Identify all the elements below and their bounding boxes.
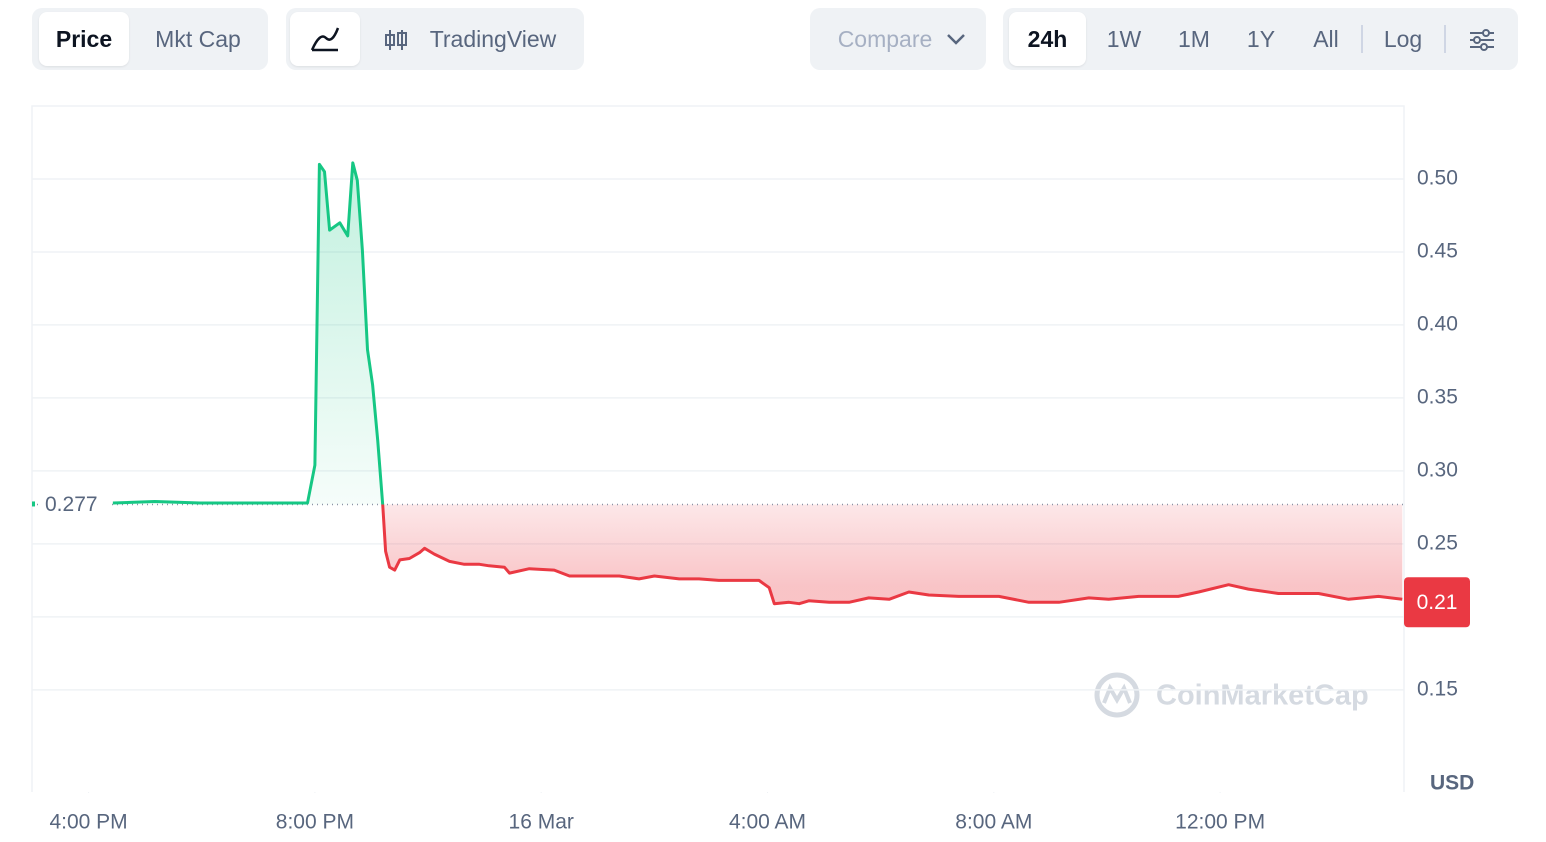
watermark-text: CoinMarketCap bbox=[1156, 680, 1369, 712]
chevron bbox=[947, 34, 965, 45]
x-tick-label: 8:00 PM bbox=[276, 811, 354, 834]
y-tick-label: 0.25 bbox=[1417, 531, 1458, 554]
line-icon bbox=[310, 27, 340, 52]
range-tab[interactable]: 1M bbox=[1178, 26, 1210, 52]
current-price-label: 0.21 bbox=[1417, 591, 1458, 614]
tab[interactable]: Mkt Cap bbox=[155, 26, 241, 52]
baseline-label: 0.277 bbox=[45, 493, 98, 516]
x-tick-label: 4:00 PM bbox=[49, 811, 127, 834]
separator bbox=[1444, 25, 1446, 53]
range-tab[interactable]: 1W bbox=[1106, 26, 1142, 52]
x-tick-label: 16 Mar bbox=[509, 811, 574, 834]
candle-icon bbox=[385, 30, 407, 50]
plot-frame bbox=[31, 105, 1405, 792]
x-tick-label: 8:00 AM bbox=[955, 811, 1032, 834]
separator bbox=[1361, 25, 1363, 53]
view-tabs: Price Mkt Cap bbox=[32, 8, 268, 70]
range-tab[interactable]: 24h bbox=[1009, 12, 1086, 66]
price-line bbox=[112, 161, 1403, 606]
range-tab[interactable]: All bbox=[1313, 26, 1339, 52]
current-price-box bbox=[1404, 577, 1470, 628]
y-tick-label: 0.50 bbox=[1417, 167, 1458, 190]
compare-dropdown[interactable]: Compare bbox=[810, 8, 986, 70]
compare-label: Compare bbox=[837, 26, 933, 52]
y-axis-unit: USD bbox=[1430, 772, 1474, 795]
x-tick-label: 12:00 PM bbox=[1175, 811, 1265, 834]
area-fill bbox=[112, 162, 1403, 604]
y-tick-label: 0.15 bbox=[1417, 677, 1458, 700]
log-toggle[interactable]: Log bbox=[1383, 26, 1423, 52]
settings-icon[interactable] bbox=[1469, 28, 1495, 52]
range-tabs: 24h 1W 1M 1Y All Log bbox=[1003, 8, 1518, 70]
tradingview-tab[interactable]: TradingView bbox=[429, 26, 557, 52]
watermark: CoinMarketCap bbox=[1094, 672, 1369, 718]
baseline-dot bbox=[32, 501, 35, 507]
range-tab[interactable]: 1Y bbox=[1246, 26, 1276, 52]
x-tick-label: 4:00 AM bbox=[729, 811, 806, 834]
y-tick-label: 0.45 bbox=[1417, 240, 1458, 263]
y-tick-label: 0.35 bbox=[1417, 385, 1458, 408]
tool-tabs: TradingView bbox=[286, 8, 584, 70]
baseline-label-bg bbox=[38, 491, 110, 518]
tab[interactable]: Price bbox=[39, 12, 129, 66]
y-tick-label: 0.30 bbox=[1417, 458, 1458, 481]
y-tick-label: 0.40 bbox=[1417, 312, 1458, 335]
line-button[interactable] bbox=[290, 12, 360, 66]
